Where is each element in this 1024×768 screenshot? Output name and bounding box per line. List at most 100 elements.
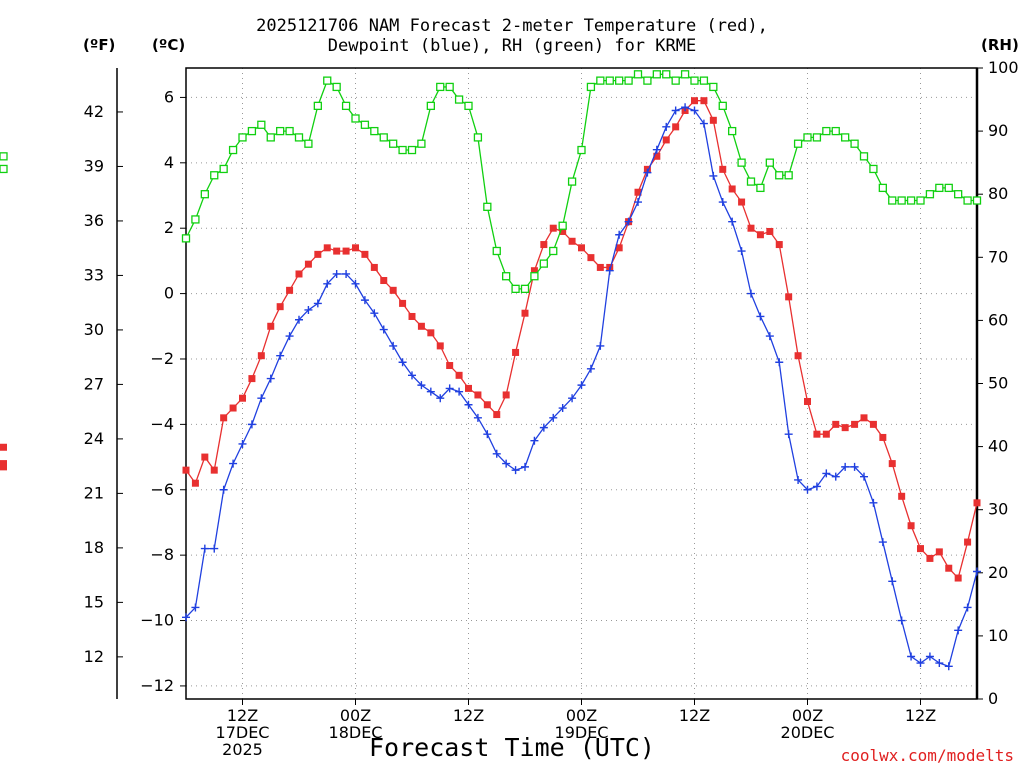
dewpoint-point (643, 168, 652, 177)
dewpoint-point (671, 106, 680, 115)
rh-point (718, 101, 727, 111)
temperature-point (436, 342, 444, 350)
dewpoint-point (182, 613, 190, 622)
dewpoint-point (483, 430, 492, 439)
dewpoint-point (389, 341, 398, 350)
rh-point (925, 190, 935, 199)
celsius-tick-label: −6 (150, 480, 174, 499)
dewpoint-point (963, 603, 972, 612)
dewpoint-point (398, 358, 407, 367)
rh-point (398, 145, 407, 155)
temperature-point (474, 391, 482, 399)
rh-point (577, 145, 586, 155)
dewpoint-point (850, 462, 859, 471)
rh-point (304, 139, 313, 148)
temperature-point (662, 136, 670, 144)
temperature-point (879, 433, 887, 441)
rh-point (341, 101, 351, 111)
temperature-line (185, 100, 978, 580)
x-tick-label: 12Z (905, 706, 936, 725)
rh-point (219, 164, 228, 174)
dewpoint-point (973, 567, 981, 576)
rh-point (502, 272, 511, 281)
dewpoint-point (445, 384, 454, 393)
dewpoint-point (615, 230, 624, 239)
rh-point (822, 126, 831, 136)
dewpoint-point (285, 332, 294, 341)
rh-point (492, 246, 501, 256)
temperature-point (0, 463, 7, 471)
rh-line (185, 73, 977, 290)
celsius-tick-label: −8 (150, 545, 174, 564)
rh-point (878, 183, 887, 193)
dewpoint-point (247, 420, 256, 429)
rh-point (558, 221, 567, 230)
temperature-point (954, 574, 962, 582)
temperature-point (634, 188, 642, 196)
temperature-point (832, 420, 840, 428)
dewpoint-point (954, 626, 963, 635)
dewpoint-point (492, 449, 501, 458)
fahrenheit-tick-label: 24 (84, 429, 104, 448)
dewpoint-point (568, 394, 577, 403)
temperature-point (286, 286, 294, 294)
rh-tick-label: 100 (988, 58, 1019, 77)
temperature-point (926, 554, 934, 562)
rh-point (775, 171, 784, 180)
temperature-point (615, 244, 623, 252)
rh-point (549, 246, 558, 256)
temperature-point (898, 492, 906, 500)
rh-point (200, 190, 209, 199)
temperature-point (549, 224, 557, 232)
rh-point (888, 196, 897, 205)
x-tick-label: 12Z (453, 706, 484, 725)
rh-point (389, 139, 398, 148)
rh-point (285, 126, 294, 136)
temperature-point (389, 286, 397, 294)
celsius-tick-label: 6 (164, 87, 174, 106)
dewpoint-point (652, 145, 661, 154)
temperature-point (201, 453, 209, 461)
rh-point (228, 145, 238, 155)
dewpoint-point (313, 299, 322, 308)
rh-point (850, 139, 859, 148)
rh-point (181, 234, 191, 243)
rh-point (963, 196, 972, 205)
dewpoint-point (276, 351, 285, 360)
dewpoint-point (878, 538, 887, 547)
temperature-point (540, 241, 548, 249)
rh-point (944, 183, 953, 193)
rh-point (831, 126, 840, 136)
fahrenheit-axis-label: (ºF) (83, 36, 116, 54)
rh-point (539, 259, 548, 268)
temperature-point (323, 244, 331, 252)
x-tick-label: 00Z (340, 706, 371, 725)
rh-point (954, 190, 963, 199)
rh-point (379, 133, 388, 142)
dewpoint-point (266, 374, 275, 383)
rh-point (426, 101, 435, 111)
rh-point (360, 120, 370, 129)
rh-point (276, 126, 285, 136)
dewpoint-point (803, 485, 812, 494)
temperature-point (342, 247, 350, 255)
temperature-point (935, 548, 943, 556)
dewpoint-point (794, 475, 803, 484)
dewpoint-point (304, 305, 313, 314)
temperature-point (973, 499, 981, 507)
temperature-point (813, 430, 821, 438)
rh-point (624, 76, 633, 85)
temperature-point (756, 231, 764, 239)
rh-tick-label: 50 (988, 374, 1008, 393)
rh-tick-label: 70 (988, 247, 1008, 266)
fahrenheit-tick-label: 30 (84, 320, 104, 339)
dewpoint-point (596, 341, 605, 350)
dewpoint-point (332, 269, 341, 278)
temperature-point (719, 165, 727, 173)
dewpoint-point (737, 247, 746, 256)
rh-point (313, 101, 322, 111)
temperature-point (370, 263, 378, 271)
dewpoint-point (323, 279, 332, 288)
celsius-tick-label: −10 (140, 611, 174, 630)
rh-point (793, 139, 803, 148)
